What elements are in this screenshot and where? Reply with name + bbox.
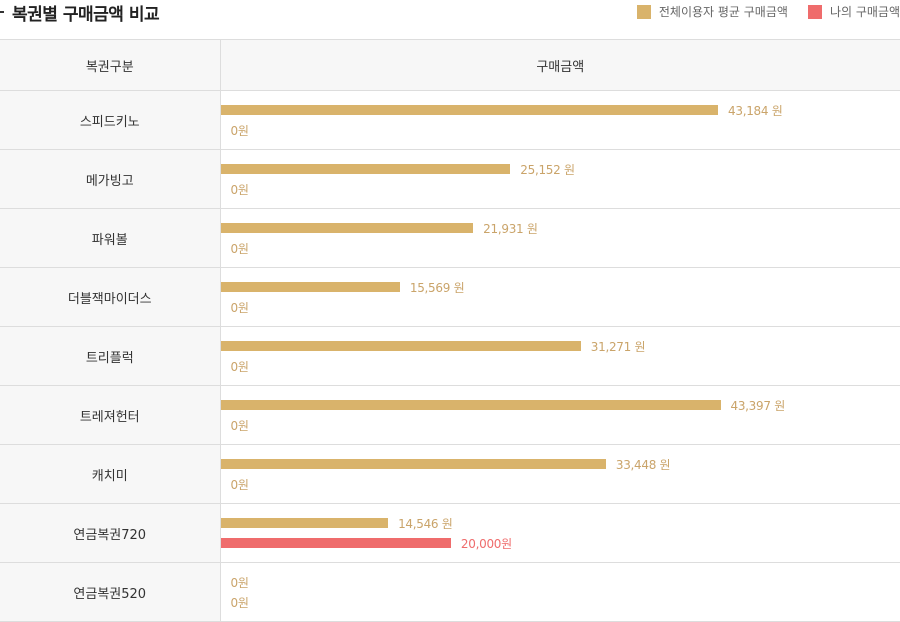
column-header-amount: 구매금액 — [219, 39, 900, 91]
table-row: 더블잭마이더스 15,569 원 0원 — [0, 267, 900, 327]
my-amount-row: 0원 — [221, 418, 249, 433]
amount-bars-cell: 21,931 원 0원 — [219, 208, 900, 268]
table-row: 스피드키노 43,184 원 0원 — [0, 90, 900, 150]
average-amount-row: 33,448 원 — [220, 457, 671, 472]
my-amount-label: 0원 — [230, 182, 249, 197]
amount-bars-cell: 15,569 원 0원 — [219, 267, 900, 327]
my-amount-label: 0원 — [230, 595, 249, 610]
average-amount-label: 15,569 원 — [409, 280, 465, 295]
comparison-table: 복권구분 구매금액 스피드키노 43,184 원 0원 메가빙고 25,152 원 0원 파… — [0, 39, 900, 622]
average-amount-bar — [220, 400, 721, 410]
average-amount-bar — [220, 223, 474, 233]
average-amount-row: 31,271 원 — [220, 339, 646, 354]
amount-bars-cell: 43,397 원 0원 — [219, 385, 900, 445]
lottery-name: 연금복권520 — [0, 562, 221, 622]
average-amount-row: 25,152 원 — [220, 162, 575, 177]
table-header-row: 복권구분 구매금액 — [0, 39, 900, 91]
average-amount-bar — [220, 282, 400, 292]
my-amount-label: 0원 — [230, 418, 249, 433]
lottery-name: 스피드키노 — [0, 90, 221, 150]
average-amount-bar — [220, 105, 719, 115]
lottery-name: 트레져헌터 — [0, 385, 221, 445]
my-amount-row: 20,000원 — [220, 536, 512, 551]
legend: 전체이용자 평균 구매금액 나의 구매금액 — [617, 3, 900, 20]
amount-bars-cell: 43,184 원 0원 — [219, 90, 900, 150]
lottery-name: 메가빙고 — [0, 149, 221, 209]
table-row: 파워볼 21,931 원 0원 — [0, 208, 900, 268]
my-amount-label: 0원 — [230, 241, 249, 256]
average-amount-bar — [220, 459, 606, 469]
amount-bars-cell: 33,448 원 0원 — [219, 444, 900, 504]
average-amount-row: 21,931 원 — [220, 221, 538, 236]
amount-bars-cell: 25,152 원 0원 — [219, 149, 900, 209]
my-amount-row: 0원 — [221, 477, 249, 492]
average-amount-label: 33,448 원 — [615, 457, 671, 472]
my-amount-row: 0원 — [221, 123, 249, 138]
average-amount-label: 0원 — [230, 575, 249, 590]
average-amount-label: 14,546 원 — [398, 516, 453, 531]
table-row: 트리플럭 31,271 원 0원 — [0, 326, 900, 386]
my-amount-row: 0원 — [221, 241, 249, 256]
average-amount-row: 43,184 원 — [220, 103, 783, 118]
my-amount-label: 0원 — [230, 477, 249, 492]
average-amount-label: 43,184 원 — [728, 103, 783, 118]
average-amount-row: 43,397 원 — [220, 398, 786, 413]
average-amount-row: 0원 — [221, 575, 249, 590]
title-bullet-icon — [0, 11, 4, 13]
average-amount-bar — [220, 341, 581, 351]
lottery-name: 캐치미 — [0, 444, 221, 504]
chart-title: 복권별 구매금액 비교 — [0, 0, 160, 25]
column-header-lottery-type: 복권구분 — [0, 39, 221, 91]
average-amount-bar — [220, 518, 389, 528]
table-row: 캐치미 33,448 원 0원 — [0, 444, 900, 504]
my-amount-row: 0원 — [221, 300, 249, 315]
average-amount-label: 21,931 원 — [483, 221, 538, 236]
amount-bars-cell: 31,271 원 0원 — [219, 326, 900, 386]
legend-item-mine: 나의 구매금액 — [807, 3, 900, 20]
my-amount-label: 0원 — [230, 123, 249, 138]
table-row: 연금복권720 14,546 원 20,000원 — [0, 503, 900, 563]
my-amount-row: 0원 — [221, 182, 249, 197]
average-amount-label: 43,397 원 — [730, 398, 786, 413]
my-amount-label: 0원 — [230, 300, 249, 315]
chart-title-text: 복권별 구매금액 비교 — [12, 4, 160, 25]
legend-label-average: 전체이용자 평균 구매금액 — [658, 5, 788, 19]
lottery-name: 트리플럭 — [0, 326, 221, 386]
lottery-name: 연금복권720 — [0, 503, 221, 563]
table-row: 연금복권520 0원 0원 — [0, 562, 900, 622]
my-amount-label: 0원 — [230, 359, 249, 374]
table-row: 메가빙고 25,152 원 0원 — [0, 149, 900, 209]
lottery-name: 더블잭마이더스 — [0, 267, 221, 327]
table-row: 트레져헌터 43,397 원 0원 — [0, 385, 900, 445]
lottery-name: 파워볼 — [0, 208, 221, 268]
legend-label-mine: 나의 구매금액 — [829, 5, 900, 19]
chart-header: 복권별 구매금액 비교 전체이용자 평균 구매금액 나의 구매금액 — [0, 0, 900, 40]
average-amount-row: 14,546 원 — [220, 516, 453, 531]
average-amount-label: 25,152 원 — [520, 162, 575, 177]
my-amount-row: 0원 — [221, 595, 249, 610]
legend-item-average: 전체이용자 평균 구매금액 — [636, 3, 788, 20]
average-amount-row: 15,569 원 — [220, 280, 465, 295]
amount-bars-cell: 14,546 원 20,000원 — [219, 503, 900, 563]
amount-bars-cell: 0원 0원 — [219, 562, 900, 622]
legend-swatch-mine — [807, 4, 822, 19]
legend-swatch-average — [636, 4, 651, 19]
my-amount-label: 20,000원 — [460, 536, 512, 551]
average-amount-label: 31,271 원 — [590, 339, 646, 354]
my-amount-row: 0원 — [221, 359, 249, 374]
my-amount-bar — [220, 538, 451, 548]
average-amount-bar — [220, 164, 511, 174]
